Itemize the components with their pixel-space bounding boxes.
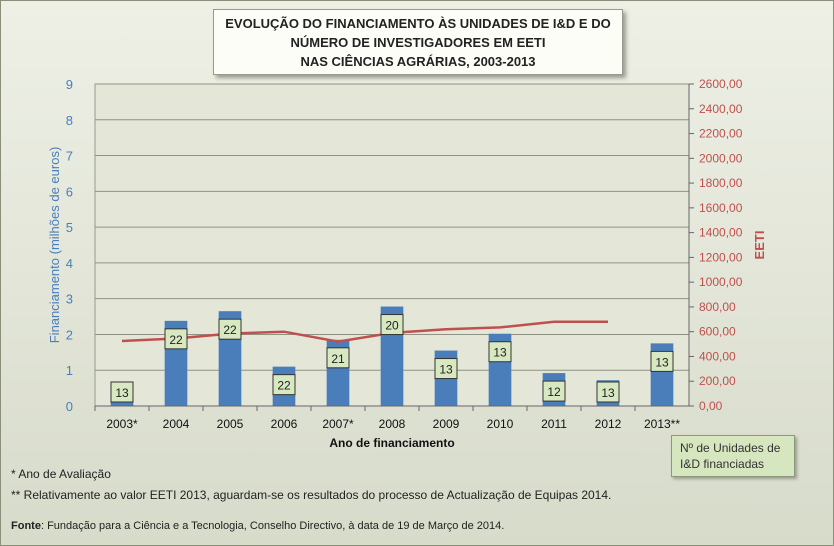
- bar-count-label: 13: [439, 363, 453, 377]
- y-tick-right: 200,00: [699, 374, 736, 388]
- bar-count-box: [164, 328, 188, 350]
- bar-count-box: [542, 380, 566, 402]
- bar-count-box: [596, 381, 620, 403]
- bar-count-box: [650, 350, 674, 372]
- y-tick-left: 6: [66, 184, 73, 199]
- footnote-eeti-2013: ** Relativamente ao valor EETI 2013, agu…: [11, 488, 612, 502]
- eeti-line-series: [121, 320, 608, 343]
- bar-count-box: [434, 358, 458, 380]
- bar-count-label: 13: [655, 355, 669, 369]
- x-tick-label: 2012: [595, 417, 622, 431]
- legend-label: Nº de Unidades de I&D financiadas: [680, 441, 781, 471]
- x-tick-label: 2011: [541, 417, 567, 431]
- bar-count-label: 22: [223, 323, 237, 337]
- y-tick-right: 800,00: [699, 300, 736, 314]
- y-tick-right: 0,00: [699, 399, 723, 413]
- y-tick-right: 2400,00: [699, 102, 743, 116]
- y-tick-left: 5: [66, 220, 73, 235]
- bar-count-label: 21: [331, 352, 345, 366]
- y-tick-left: 9: [66, 77, 73, 92]
- bar-count-label: 22: [169, 333, 183, 347]
- y-tick-right: 2000,00: [699, 151, 743, 165]
- bar-count-box: [326, 347, 350, 369]
- x-tick-label: 2006: [271, 417, 298, 431]
- bar-count-labels: 13 22 22 22 21 20 13 13 12 13 13: [110, 314, 674, 403]
- bar-count-box: [218, 318, 242, 340]
- y-tick-right: 1000,00: [699, 275, 743, 289]
- footnote-evaluation-year: * Ano de Avaliação: [11, 467, 111, 481]
- bar-count-label: 22: [277, 379, 291, 393]
- y-axis-left-label: Financiamento (milhões de euros): [47, 147, 62, 344]
- y-tick-right: 2200,00: [699, 127, 743, 141]
- bar: [110, 401, 134, 406]
- chart-title-line-1: EVOLUÇÃO DO FINANCIAMENTO ÀS UNIDADES DE…: [225, 15, 611, 31]
- x-tick-label: 2007*: [322, 417, 354, 431]
- x-tick-label: 2010: [487, 417, 514, 431]
- bar-count-box: [488, 341, 512, 363]
- y-axis-right-label: EETI: [752, 231, 767, 260]
- y-tick-left: 1: [66, 363, 73, 378]
- y-tick-left: 3: [66, 292, 73, 307]
- y-tick-right: 1800,00: [699, 176, 743, 190]
- y-tick-right: 600,00: [699, 325, 736, 339]
- chart-title-line-2: NÚMERO DE INVESTIGADORES EM EETI: [290, 34, 546, 50]
- y-tick-left: 8: [66, 113, 73, 128]
- y-tick-left: 0: [66, 399, 73, 414]
- y-tick-left: 7: [66, 149, 73, 164]
- x-tick-label: 2013**: [644, 417, 680, 431]
- bar-count-label: 13: [115, 386, 129, 400]
- x-tick-label: 2008: [379, 417, 406, 431]
- chart-title-line-3: NAS CIÊNCIAS AGRÁRIAS, 2003-2013: [300, 53, 536, 69]
- bar-count-label: 20: [385, 319, 399, 333]
- x-tick-label: 2009: [433, 417, 460, 431]
- x-tick-label: 2003*: [106, 417, 138, 431]
- eeti-line: [121, 320, 608, 343]
- source-text: : Fundação para a Ciência e a Tecnologia…: [40, 520, 505, 532]
- grid-lines: [95, 83, 689, 371]
- y-tick-left: 4: [66, 256, 73, 271]
- chart-title: EVOLUÇÃO DO FINANCIAMENTO ÀS UNIDADES DE…: [213, 9, 623, 75]
- x-axis-label: Ano de financiamento: [329, 436, 454, 450]
- y-tick-right: 1400,00: [699, 226, 743, 240]
- source-note: Fonte: Fundação para a Ciência e a Tecno…: [11, 520, 504, 532]
- bar-count-box: [110, 381, 134, 403]
- bar-count-label: 12: [547, 385, 561, 399]
- legend-box: Nº de Unidades de I&D financiadas: [671, 435, 795, 477]
- bar-count-label: 13: [493, 346, 507, 360]
- y-tick-right: 2600,00: [699, 77, 743, 91]
- axes: 01234567890,00200,00400,00600,00800,0010…: [66, 77, 743, 431]
- bar-count-label: 13: [601, 386, 615, 400]
- x-tick-label: 2004: [163, 417, 190, 431]
- bar-count-box: [380, 314, 404, 336]
- source-label: Fonte: [11, 520, 41, 532]
- y-tick-left: 2: [66, 327, 73, 342]
- y-tick-right: 1200,00: [699, 250, 743, 264]
- y-tick-right: 400,00: [699, 349, 736, 363]
- y-tick-right: 1600,00: [699, 201, 743, 215]
- bar-count-box: [272, 374, 296, 396]
- x-tick-label: 2005: [217, 417, 244, 431]
